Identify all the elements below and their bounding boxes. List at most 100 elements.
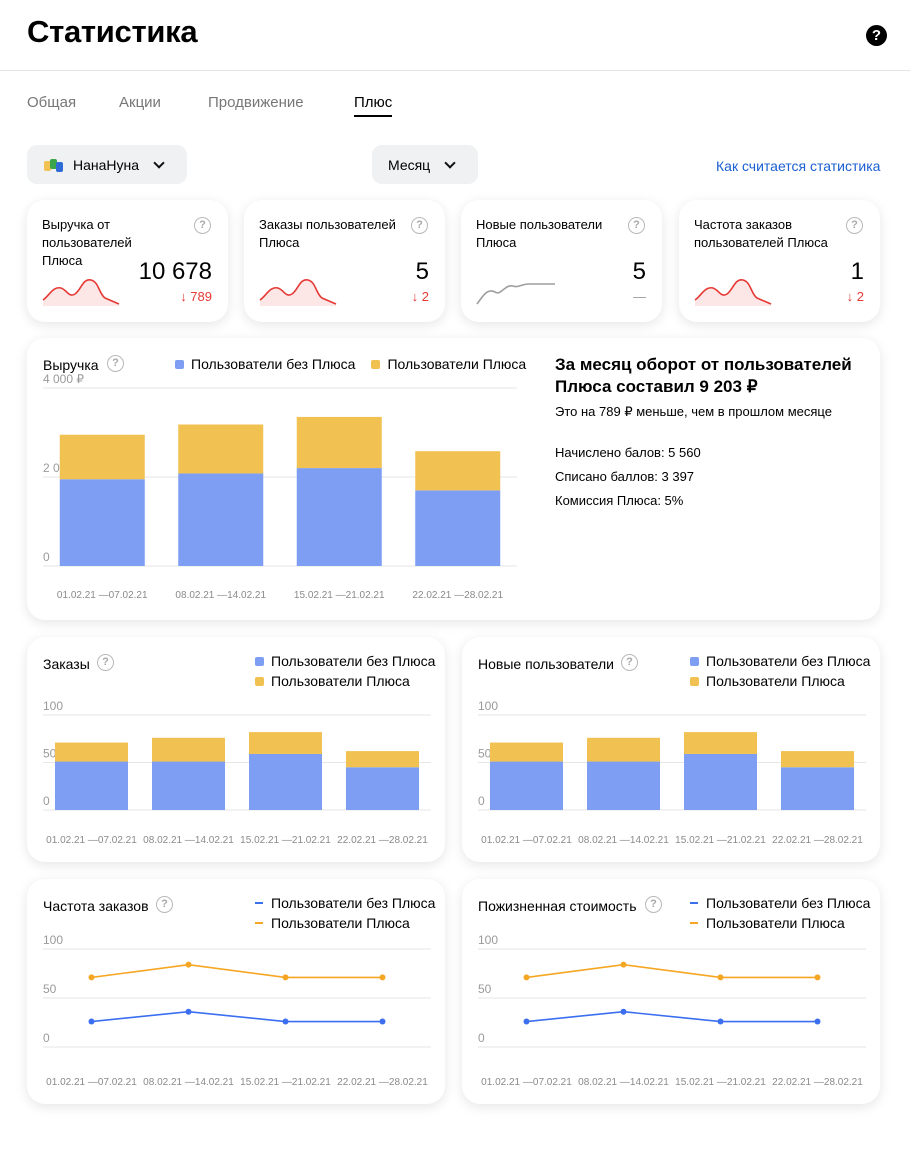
chart-title: Частота заказов: [43, 898, 149, 914]
stats-help-link[interactable]: Как считается статистика: [716, 158, 881, 174]
help-icon[interactable]: ?: [866, 25, 887, 46]
revenue-summary-subtitle: Это на 789 ₽ меньше, чем в прошлом месяц…: [555, 404, 832, 419]
y-tick-label: 0: [43, 550, 50, 564]
sparkline: [476, 283, 555, 305]
y-tick-label: 4 000 ₽: [43, 372, 84, 386]
bar-segment: [59, 479, 145, 566]
page-header: Статистика ?: [0, 0, 910, 71]
kpi-card-new-users: Новые пользователи Плюса ? 5 —: [461, 200, 662, 322]
x-tick-label: 08.02.21 —14.02.21: [175, 590, 266, 601]
question-icon[interactable]: ?: [97, 654, 114, 671]
series-line: [91, 1010, 383, 1023]
tab-promotions[interactable]: Акции: [119, 94, 161, 111]
legend-label: Пользователи Плюса: [271, 673, 410, 689]
bar-segment: [684, 732, 757, 754]
question-icon[interactable]: ?: [194, 217, 211, 234]
x-tick-label: 15.02.21 —21.02.21: [675, 835, 766, 846]
legend-label: Пользователи Плюса: [271, 915, 410, 931]
question-icon[interactable]: ?: [628, 217, 645, 234]
x-tick-label: 08.02.21 —14.02.21: [143, 1077, 234, 1088]
kpi-title: Новые пользователи Плюса: [476, 217, 603, 250]
revenue-spent: Списано баллов: 3 397: [555, 469, 695, 484]
question-icon[interactable]: ?: [846, 217, 863, 234]
bar-segment: [415, 451, 501, 491]
kpi-card-orders: Заказы пользователей Плюса ? 5 ↓ 2: [244, 200, 445, 322]
kpi-delta: ↓ 789: [180, 289, 212, 304]
shop-dropdown-label: НанаНуна: [73, 156, 140, 173]
kpi-title: Частота заказов пользователей Плюса: [694, 217, 828, 250]
chart-legend: Пользователи без Плюса Пользователи Плюс…: [175, 354, 526, 374]
sparkline: [694, 279, 772, 306]
data-point: [282, 1018, 289, 1025]
x-tick-label: 08.02.21 —14.02.21: [143, 835, 234, 846]
legend-swatch: [255, 656, 264, 666]
y-tick-label: 0: [478, 794, 485, 808]
question-icon[interactable]: ?: [411, 217, 428, 234]
tab-plus[interactable]: Плюс: [354, 94, 393, 117]
new-users-card: Новые пользователи ? Пользователи без Пл…: [462, 637, 880, 862]
kpi-card-revenue: Выручка от пользователей Плюса ? 10 678 …: [27, 200, 228, 322]
question-icon[interactable]: ?: [107, 355, 124, 372]
shop-dropdown[interactable]: НанаНуна: [27, 145, 187, 184]
y-tick-label: 50: [478, 982, 492, 996]
y-tick-label: 100: [43, 699, 63, 713]
x-tick-label: 22.02.21 —28.02.21: [772, 1077, 863, 1088]
x-tick-label: 15.02.21 —21.02.21: [675, 1077, 766, 1088]
legend-label: Пользователи Плюса: [387, 356, 527, 372]
kpi-value: 1: [850, 258, 864, 285]
legend-swatch: [690, 656, 699, 666]
revenue-card: Выручка ? Пользователи без Плюса Пользов…: [27, 338, 880, 620]
question-icon[interactable]: ?: [645, 896, 662, 913]
kpi-title: Выручка от пользователей Плюса: [42, 217, 132, 268]
bar-segment: [490, 761, 563, 810]
question-icon[interactable]: ?: [156, 896, 173, 913]
x-tick-label: 01.02.21 —07.02.21: [481, 1077, 572, 1088]
sparkline: [259, 279, 337, 306]
legend-label: Пользователи без Плюса: [191, 356, 356, 372]
bar-segment: [781, 767, 854, 810]
y-tick-label: 0: [43, 794, 50, 808]
bar-segment: [249, 732, 322, 754]
revenue-commission: Комиссия Плюса: 5%: [555, 493, 684, 508]
bar-segment: [684, 753, 757, 810]
kpi-title: Заказы пользователей Плюса: [259, 217, 396, 250]
x-tick-label: 01.02.21 —07.02.21: [46, 1077, 137, 1088]
bar-segment: [587, 761, 660, 810]
chart-legend: Пользователи без Плюса Пользователи Плюс…: [690, 651, 870, 691]
x-tick-label: 22.02.21 —28.02.21: [337, 1077, 428, 1088]
data-point: [185, 961, 192, 968]
orders-card: Заказы ? Пользователи без Плюса Пользова…: [27, 637, 445, 862]
ltv-chart: 0 50 100 01.02.21 —07.02.21 08.02.21 —14.02.…: [478, 933, 866, 1088]
bar-segment: [346, 767, 419, 810]
bar-segment: [152, 761, 225, 810]
sparkline: [42, 279, 120, 306]
legend-label: Пользователи без Плюса: [706, 895, 871, 911]
data-point: [88, 1018, 95, 1025]
bar-segment: [59, 434, 145, 480]
kpi-card-frequency: Частота заказов пользователей Плюса ? 1 …: [679, 200, 880, 322]
y-tick-label: 50: [43, 982, 57, 996]
tab-general[interactable]: Общая: [27, 94, 77, 111]
bar-segment: [587, 737, 660, 762]
bar-segment: [55, 761, 128, 810]
kpi-value: 5: [415, 258, 429, 285]
y-tick-label: 50: [478, 747, 492, 761]
page-title: Статистика: [27, 14, 198, 49]
chart-legend: Пользователи без Плюса Пользователи Плюс…: [690, 893, 870, 933]
chevron-down-icon: [444, 156, 456, 169]
data-point: [620, 961, 627, 968]
data-point: [717, 1018, 724, 1025]
x-tick-label: 22.02.21 —28.02.21: [337, 835, 428, 846]
tab-promotion[interactable]: Продвижение: [208, 94, 304, 111]
kpi-delta: —: [633, 289, 646, 304]
legend-swatch: [690, 902, 698, 904]
period-dropdown[interactable]: Месяц: [372, 145, 478, 184]
y-tick-label: 100: [43, 933, 63, 947]
bar-segment: [152, 737, 225, 762]
bar-segment: [781, 751, 854, 768]
question-icon[interactable]: ?: [621, 654, 638, 671]
chart-title: Выручка: [43, 357, 99, 373]
data-point: [814, 974, 821, 981]
x-tick-label: 15.02.21 —21.02.21: [294, 590, 385, 601]
